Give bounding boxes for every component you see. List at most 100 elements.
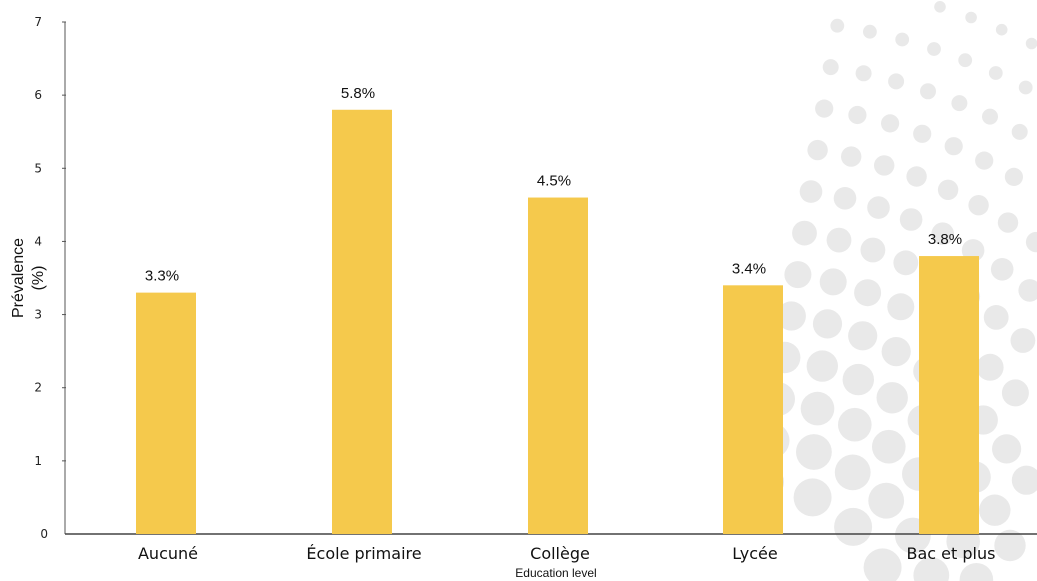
background-dot xyxy=(793,478,832,517)
background-dot xyxy=(887,293,915,321)
y-tick-label: 2 xyxy=(34,381,42,395)
y-tick-label: 1 xyxy=(34,454,42,468)
background-dot xyxy=(979,494,1011,526)
y-tick-label: 3 xyxy=(34,308,42,322)
background-dot xyxy=(1011,465,1037,495)
background-dot xyxy=(1001,379,1029,407)
background-dot xyxy=(1004,167,1024,186)
x-tick-label: Bac et plus xyxy=(907,544,996,563)
background-dot xyxy=(965,11,977,24)
background-dot xyxy=(983,305,1009,330)
background-dot xyxy=(863,24,877,39)
background-dot xyxy=(937,179,959,200)
background-dot xyxy=(854,279,882,307)
background-dot xyxy=(959,563,994,581)
data-label: 5.8% xyxy=(341,85,375,102)
background-dot xyxy=(784,261,812,289)
background-dot xyxy=(944,137,963,156)
background-dot xyxy=(812,309,843,339)
data-label: 3.4% xyxy=(732,260,766,277)
y-axis-title-line2: (%) xyxy=(30,266,47,291)
background-dot xyxy=(876,382,908,414)
background-dot xyxy=(868,482,905,519)
background-dot xyxy=(990,258,1014,281)
background-dot xyxy=(927,42,941,56)
data-labels: 3.3% 5.8% 4.5% 3.4% 3.8% xyxy=(145,85,962,285)
background-dot xyxy=(951,95,968,112)
y-ticks: 0 1 2 3 4 5 6 7 xyxy=(34,15,66,541)
background-dot xyxy=(1018,80,1033,95)
bars xyxy=(136,109,979,535)
x-tick-label: Aucuné xyxy=(138,544,198,563)
background-dot xyxy=(899,208,923,231)
background-dot xyxy=(931,222,954,245)
background-dot xyxy=(838,407,872,442)
bar xyxy=(919,256,979,534)
bar xyxy=(332,109,392,535)
background-dot xyxy=(842,363,874,396)
x-tick-labels: Aucuné École primaire Collège Lycée Bac et p… xyxy=(138,544,995,563)
background-dot xyxy=(848,105,867,125)
y-axis-title-line1: Prévalence xyxy=(10,238,27,318)
background-dot xyxy=(994,529,1026,562)
background-dot xyxy=(995,23,1008,36)
background-dot xyxy=(799,180,823,203)
background-dot xyxy=(1025,231,1037,253)
background-dot xyxy=(975,151,994,170)
y-tick-label: 4 xyxy=(34,234,42,248)
y-tick-label: 7 xyxy=(34,15,42,29)
background-dot xyxy=(958,53,973,68)
data-label: 4.5% xyxy=(537,173,571,190)
background-dot xyxy=(815,99,834,118)
background-dot xyxy=(826,227,852,253)
x-axis-title: Education level xyxy=(515,566,596,580)
bar xyxy=(136,292,196,534)
background-dot xyxy=(830,18,845,33)
background-dot xyxy=(833,187,857,210)
background-dot xyxy=(863,548,902,581)
background-dot xyxy=(792,220,817,246)
background-dot xyxy=(893,250,919,276)
x-tick-label: Lycée xyxy=(732,544,777,563)
background-dot xyxy=(881,337,911,367)
background-dot xyxy=(834,454,871,491)
background-dot xyxy=(776,301,806,331)
background-dot xyxy=(961,239,985,262)
background-dot xyxy=(997,212,1019,233)
background-dot-pattern xyxy=(746,1,1037,581)
y-tick-label: 6 xyxy=(34,88,42,102)
background-dot xyxy=(968,195,989,216)
background-dot xyxy=(988,66,1003,80)
background-dot xyxy=(976,353,1004,381)
y-tick-label: 5 xyxy=(34,161,42,175)
background-dot xyxy=(913,124,932,143)
background-dot xyxy=(906,166,927,187)
background-dot xyxy=(841,146,862,167)
background-dot xyxy=(867,196,890,219)
background-dot xyxy=(807,139,828,161)
x-tick-label: Collège xyxy=(530,544,590,563)
background-dot xyxy=(934,1,946,13)
background-dot xyxy=(848,321,878,351)
background-dot xyxy=(895,32,910,47)
background-dot xyxy=(819,268,847,296)
data-label: 3.3% xyxy=(145,268,179,285)
bar xyxy=(723,285,783,534)
background-dot xyxy=(1011,123,1028,140)
background-dot xyxy=(822,59,839,76)
x-tick-label: École primaire xyxy=(306,544,421,563)
background-dot xyxy=(1025,37,1037,50)
background-dot xyxy=(860,237,886,263)
bar xyxy=(528,197,588,535)
background-dot xyxy=(888,73,905,90)
background-dot xyxy=(872,429,906,464)
background-dot xyxy=(920,83,936,100)
background-dot xyxy=(913,557,950,581)
background-dot xyxy=(1018,279,1037,302)
background-dot xyxy=(796,434,832,470)
background-dot xyxy=(881,114,900,133)
background-dot xyxy=(806,350,838,382)
background-dot xyxy=(1010,328,1036,353)
background-dot xyxy=(800,391,835,426)
